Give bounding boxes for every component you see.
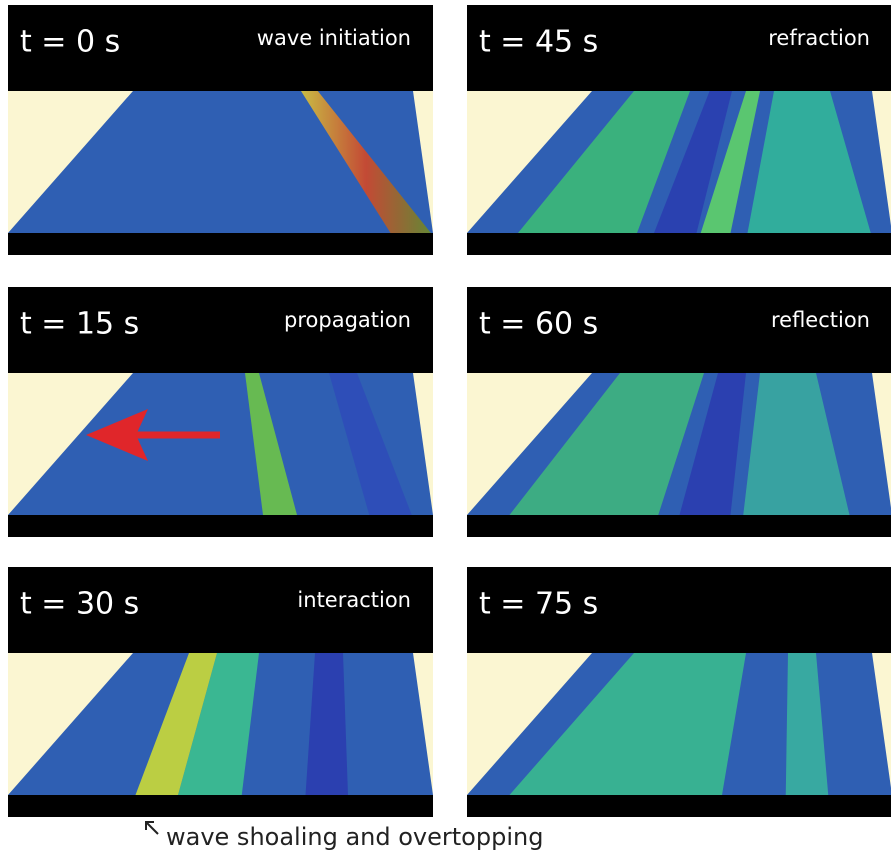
panel: t = 0 s wave initiation <box>8 5 433 255</box>
time-label: t = 30 s <box>20 587 139 622</box>
base <box>467 233 891 255</box>
panel: t = 15 s propagation <box>8 287 433 537</box>
base <box>8 795 433 817</box>
caption-arrow <box>146 822 158 834</box>
figure: wave shoaling and overtopping t = 0 s wav… <box>0 0 891 861</box>
time-label: t = 75 s <box>479 587 598 622</box>
panel: t = 45 s refraction <box>467 5 891 255</box>
phase-label: refraction <box>768 26 870 50</box>
phase-label: interaction <box>297 588 411 612</box>
panel: t = 75 s <box>467 567 891 817</box>
time-label: t = 0 s <box>20 25 120 60</box>
phase-label: wave initiation <box>257 26 411 50</box>
time-label: t = 60 s <box>479 307 598 342</box>
panel: t = 30 s interaction <box>8 567 433 817</box>
phase-label: propagation <box>284 308 411 332</box>
panel: t = 60 s reflection <box>467 287 891 537</box>
time-label: t = 15 s <box>20 307 139 342</box>
phase-label: reflection <box>771 308 870 332</box>
base <box>8 515 433 537</box>
base <box>467 795 891 817</box>
time-label: t = 45 s <box>479 25 598 60</box>
base <box>467 515 891 537</box>
caption: wave shoaling and overtopping <box>166 823 543 851</box>
base <box>8 233 433 255</box>
